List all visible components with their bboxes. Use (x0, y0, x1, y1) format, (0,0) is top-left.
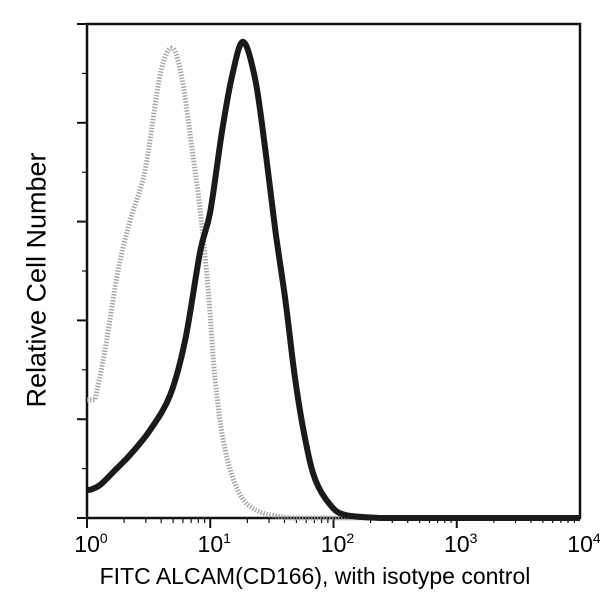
y-axis-ticks (77, 23, 87, 519)
x-tick-label: 100 (74, 530, 108, 557)
plot-frame (85, 22, 582, 520)
x-tick-label: 104 (567, 530, 600, 557)
x-tick-label: 102 (320, 530, 355, 557)
cd166-curve (87, 38, 580, 521)
x-tick-label: 103 (444, 530, 478, 557)
y-axis-label: Relative Cell Number (21, 152, 52, 408)
x-tick-label: 101 (197, 530, 231, 557)
x-axis-label: FITC ALCAM(CD166), with isotype control (99, 563, 531, 589)
isotype-control-curve (87, 45, 580, 521)
series-group (87, 38, 580, 521)
